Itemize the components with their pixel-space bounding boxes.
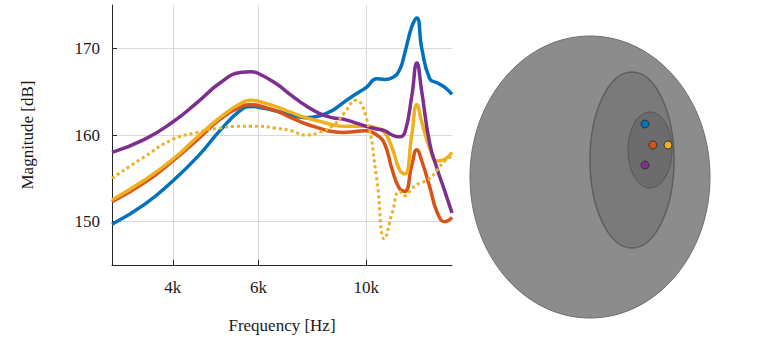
svg-text:4k: 4k [164,278,182,297]
svg-text:Frequency [Hz]: Frequency [Hz] [228,316,335,335]
svg-text:160: 160 [75,126,101,145]
svg-text:Magnitude [dB]: Magnitude [dB] [18,80,37,189]
svg-text:10k: 10k [354,278,380,297]
svg-text:170: 170 [75,39,101,58]
svg-text:6k: 6k [250,278,268,297]
svg-text:150: 150 [75,212,101,231]
